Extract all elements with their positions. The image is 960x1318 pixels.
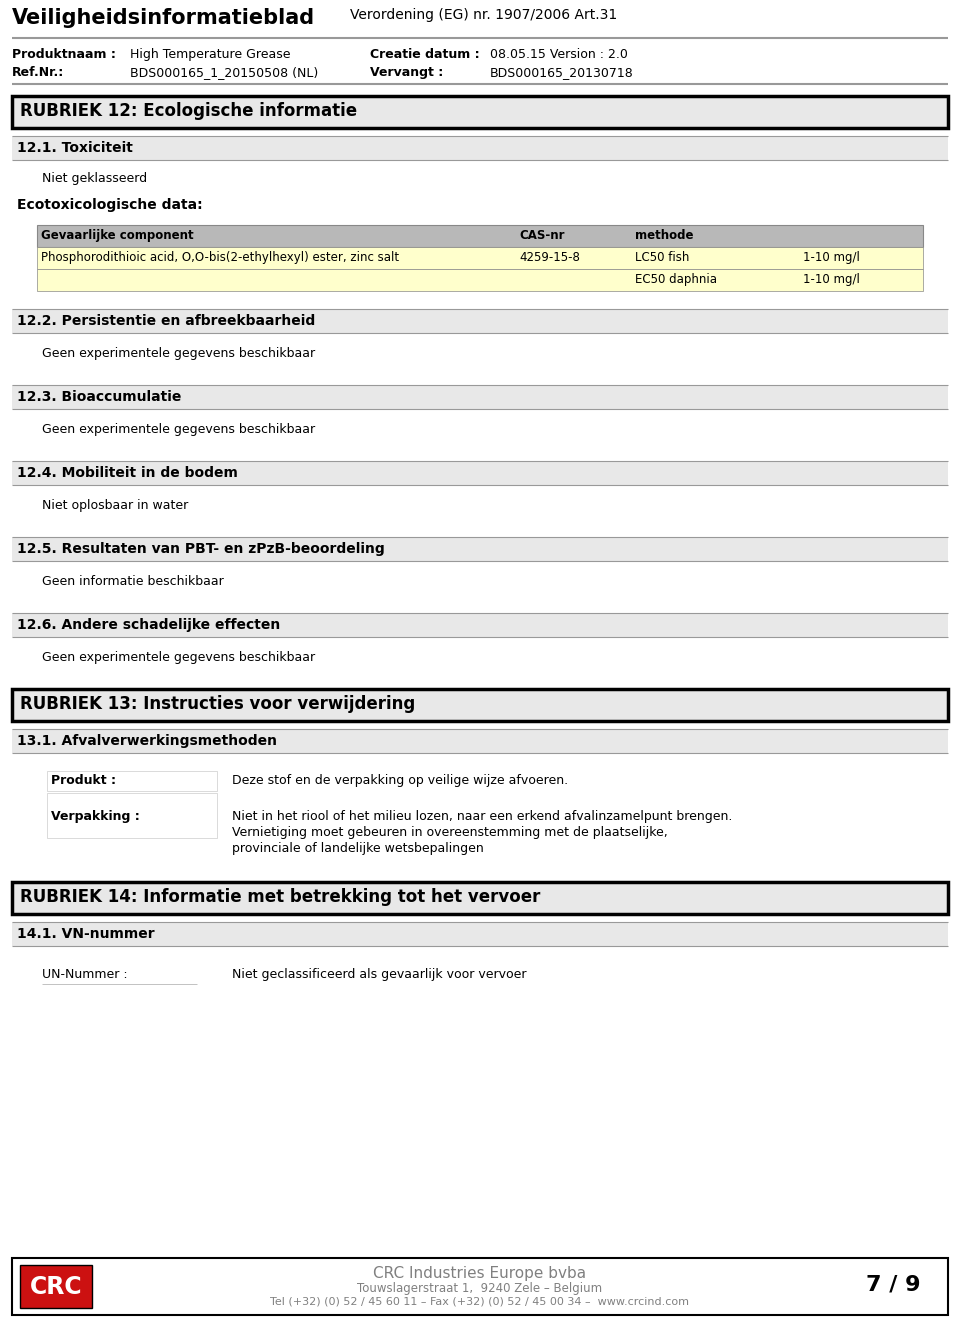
Text: Geen experimentele gegevens beschikbaar: Geen experimentele gegevens beschikbaar — [42, 651, 315, 664]
Text: 12.4. Mobiliteit in de bodem: 12.4. Mobiliteit in de bodem — [17, 467, 238, 480]
Text: 12.3. Bioaccumulatie: 12.3. Bioaccumulatie — [17, 390, 181, 405]
Text: EC50 daphnia: EC50 daphnia — [635, 273, 716, 286]
Text: Touwslagerstraat 1,  9240 Zele – Belgium: Touwslagerstraat 1, 9240 Zele – Belgium — [357, 1282, 603, 1296]
Text: BDS000165_20130718: BDS000165_20130718 — [490, 66, 634, 79]
Text: Geen informatie beschikbaar: Geen informatie beschikbaar — [42, 575, 224, 588]
Text: Verordening (EG) nr. 1907/2006 Art.31: Verordening (EG) nr. 1907/2006 Art.31 — [350, 8, 617, 22]
Bar — [12, 136, 948, 159]
Text: CRC: CRC — [30, 1275, 83, 1298]
Bar — [12, 613, 948, 637]
Text: Geen experimentele gegevens beschikbaar: Geen experimentele gegevens beschikbaar — [42, 423, 315, 436]
Text: 12.1. Toxiciteit: 12.1. Toxiciteit — [17, 141, 132, 156]
Bar — [37, 225, 923, 246]
Text: Niet oplosbaar in water: Niet oplosbaar in water — [42, 500, 188, 511]
Bar — [12, 882, 948, 913]
Bar — [47, 771, 217, 791]
Bar — [37, 246, 923, 269]
Bar — [12, 689, 948, 721]
Text: CRC Industries Europe bvba: CRC Industries Europe bvba — [373, 1267, 587, 1281]
Bar — [47, 793, 217, 838]
Text: Vervangt :: Vervangt : — [370, 66, 444, 79]
Bar — [12, 536, 948, 561]
Bar — [37, 269, 923, 291]
Bar — [12, 923, 948, 946]
Text: Produktnaam :: Produktnaam : — [12, 47, 116, 61]
Text: Vernietiging moet gebeuren in overeenstemming met de plaatselijke,: Vernietiging moet gebeuren in overeenste… — [232, 826, 668, 840]
Text: Gevaarlijke component: Gevaarlijke component — [41, 229, 194, 243]
Text: 14.1. VN-nummer: 14.1. VN-nummer — [17, 927, 155, 941]
Text: Tel (+32) (0) 52 / 45 60 11 – Fax (+32) (0) 52 / 45 00 34 –  www.crcind.com: Tel (+32) (0) 52 / 45 60 11 – Fax (+32) … — [271, 1296, 689, 1306]
Text: RUBRIEK 12: Ecologische informatie: RUBRIEK 12: Ecologische informatie — [20, 101, 357, 120]
Text: BDS000165_1_20150508 (NL): BDS000165_1_20150508 (NL) — [130, 66, 319, 79]
Text: Niet geclassificeerd als gevaarlijk voor vervoer: Niet geclassificeerd als gevaarlijk voor… — [232, 967, 526, 981]
Text: 1-10 mg/l: 1-10 mg/l — [803, 250, 860, 264]
Text: Veiligheidsinformatieblad: Veiligheidsinformatieblad — [12, 8, 315, 28]
Text: 4259-15-8: 4259-15-8 — [519, 250, 580, 264]
Text: Phosphorodithioic acid, O,O-bis(2-ethylhexyl) ester, zinc salt: Phosphorodithioic acid, O,O-bis(2-ethylh… — [41, 250, 399, 264]
Bar — [12, 385, 948, 409]
Text: 12.5. Resultaten van PBT- en zPzB-beoordeling: 12.5. Resultaten van PBT- en zPzB-beoord… — [17, 542, 385, 556]
Bar — [12, 1257, 948, 1315]
Text: Ecotoxicologische data:: Ecotoxicologische data: — [17, 198, 203, 212]
Bar — [12, 461, 948, 485]
Text: Deze stof en de verpakking op veilige wijze afvoeren.: Deze stof en de verpakking op veilige wi… — [232, 774, 568, 787]
Text: 7 / 9: 7 / 9 — [866, 1275, 921, 1294]
Text: RUBRIEK 14: Informatie met betrekking tot het vervoer: RUBRIEK 14: Informatie met betrekking to… — [20, 888, 540, 905]
Bar — [20, 1265, 92, 1307]
Text: Niet geklasseerd: Niet geklasseerd — [42, 173, 147, 185]
Text: 12.6. Andere schadelijke effecten: 12.6. Andere schadelijke effecten — [17, 618, 280, 633]
Text: Niet in het riool of het milieu lozen, naar een erkend afvalinzamelpunt brengen.: Niet in het riool of het milieu lozen, n… — [232, 811, 732, 822]
Text: Produkt :: Produkt : — [51, 774, 116, 787]
Text: provinciale of landelijke wetsbepalingen: provinciale of landelijke wetsbepalingen — [232, 842, 484, 855]
Text: High Temperature Grease: High Temperature Grease — [130, 47, 291, 61]
Text: Verpakking :: Verpakking : — [51, 811, 140, 822]
Bar — [12, 729, 948, 753]
Text: 13.1. Afvalverwerkingsmethoden: 13.1. Afvalverwerkingsmethoden — [17, 734, 277, 749]
Text: UN-Nummer :: UN-Nummer : — [42, 967, 128, 981]
Text: Ref.Nr.:: Ref.Nr.: — [12, 66, 64, 79]
Text: 12.2. Persistentie en afbreekbaarheid: 12.2. Persistentie en afbreekbaarheid — [17, 314, 315, 328]
Text: methode: methode — [635, 229, 693, 243]
Text: 08.05.15 Version : 2.0: 08.05.15 Version : 2.0 — [490, 47, 628, 61]
Text: CAS-nr: CAS-nr — [519, 229, 564, 243]
Text: Creatie datum :: Creatie datum : — [370, 47, 480, 61]
Text: Geen experimentele gegevens beschikbaar: Geen experimentele gegevens beschikbaar — [42, 347, 315, 360]
Text: LC50 fish: LC50 fish — [635, 250, 689, 264]
Bar — [12, 96, 948, 128]
Text: 1-10 mg/l: 1-10 mg/l — [803, 273, 860, 286]
Bar — [12, 308, 948, 333]
Text: RUBRIEK 13: Instructies voor verwijdering: RUBRIEK 13: Instructies voor verwijderin… — [20, 695, 416, 713]
